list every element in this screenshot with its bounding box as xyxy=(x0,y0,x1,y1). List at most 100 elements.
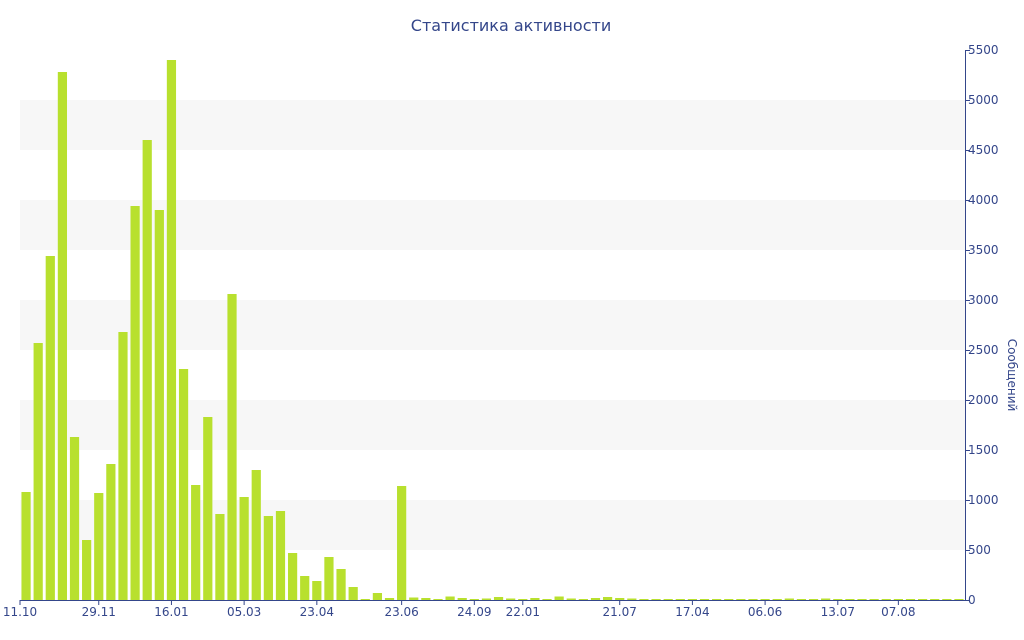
x-tick-label: 13.07 xyxy=(821,605,855,619)
bar xyxy=(69,437,80,600)
bar xyxy=(469,599,479,600)
bar xyxy=(178,369,189,600)
bar xyxy=(457,598,467,600)
bar xyxy=(833,599,843,600)
x-tick-label: 17.04 xyxy=(675,605,709,619)
x-tick-label: 24.09 xyxy=(457,605,491,619)
grid-bands xyxy=(20,100,965,550)
bar xyxy=(942,599,952,600)
bar xyxy=(94,493,104,600)
grid-band xyxy=(20,200,965,250)
bar xyxy=(663,599,673,600)
bar xyxy=(578,599,588,600)
bar xyxy=(421,598,431,600)
y-tick-label: 500 xyxy=(968,543,991,557)
bar xyxy=(57,72,68,600)
bars xyxy=(21,60,964,600)
bar xyxy=(300,576,310,600)
bar xyxy=(602,597,613,600)
bar xyxy=(263,516,273,600)
bar xyxy=(590,598,601,600)
x-tick-label: 29.11 xyxy=(82,605,116,619)
bar xyxy=(215,514,225,600)
bar xyxy=(566,598,576,600)
bar xyxy=(166,60,177,600)
bar xyxy=(748,599,758,600)
y-tick-label: 3000 xyxy=(968,293,999,307)
bar xyxy=(796,599,807,600)
bar xyxy=(312,581,322,600)
bar xyxy=(142,140,152,600)
x-tick-label: 23.06 xyxy=(384,605,418,619)
bar xyxy=(518,599,528,600)
x-tick-label: 07.08 xyxy=(881,605,915,619)
bar xyxy=(493,597,504,600)
y-tick-label: 2500 xyxy=(968,343,999,357)
y-tick-label: 1500 xyxy=(968,443,999,457)
bar xyxy=(699,599,710,600)
bar xyxy=(881,599,891,600)
chart-title: Статистика активности xyxy=(411,16,611,35)
bar xyxy=(251,470,261,600)
bar xyxy=(203,417,213,600)
y-tick-label: 5000 xyxy=(968,93,999,107)
bar xyxy=(433,599,443,600)
grid-band xyxy=(20,500,965,550)
y-axis-ticks: 0 500 1000 1500 2000 2500 3000 3500 4000 4500 5000… xyxy=(965,43,999,607)
bar xyxy=(397,486,407,600)
x-tick-label: 16.01 xyxy=(154,605,188,619)
bar xyxy=(372,593,383,600)
bar xyxy=(287,553,298,600)
bar xyxy=(348,587,358,600)
bar xyxy=(639,599,649,600)
bar xyxy=(784,598,794,600)
y-tick-label: 0 xyxy=(968,593,976,607)
bar xyxy=(687,599,698,600)
bar xyxy=(724,599,734,600)
y-tick-label: 3500 xyxy=(968,243,999,257)
bar xyxy=(930,599,940,600)
bar xyxy=(869,599,879,600)
x-tick-label: 22.01 xyxy=(506,605,540,619)
bar xyxy=(191,485,201,600)
bar xyxy=(530,598,540,600)
bar xyxy=(808,599,819,600)
bar xyxy=(615,598,625,600)
bar xyxy=(736,599,746,600)
x-tick-label: 23.04 xyxy=(300,605,334,619)
bar xyxy=(33,343,43,600)
bar xyxy=(21,492,31,600)
bar xyxy=(384,598,395,600)
bar xyxy=(954,599,964,600)
bar xyxy=(275,511,286,600)
bar xyxy=(82,540,92,600)
y-axis-label: Сообщений xyxy=(1005,339,1019,412)
y-tick-label: 2000 xyxy=(968,393,999,407)
bar xyxy=(627,598,637,600)
bar xyxy=(760,599,770,600)
bar xyxy=(409,597,419,600)
y-tick-label: 4000 xyxy=(968,193,999,207)
y-tick-label: 5500 xyxy=(968,43,999,57)
bar xyxy=(360,599,370,600)
bar xyxy=(845,599,855,600)
bar xyxy=(554,596,564,600)
x-tick-label: 05.03 xyxy=(227,605,261,619)
x-tick-label: 21.07 xyxy=(603,605,637,619)
grid-band xyxy=(20,400,965,450)
y-tick-label: 1000 xyxy=(968,493,999,507)
bar xyxy=(857,599,867,600)
bar xyxy=(542,599,552,600)
bar xyxy=(712,599,722,600)
bar xyxy=(917,599,928,600)
x-tick-label: 11.10 xyxy=(3,605,37,619)
bar xyxy=(506,598,516,600)
bar xyxy=(651,599,661,600)
bar xyxy=(227,294,237,600)
y-tick-label: 4500 xyxy=(968,143,999,157)
bar xyxy=(821,598,831,600)
grid-band xyxy=(20,100,965,150)
bar xyxy=(445,596,455,600)
x-axis-ticks: 11.10 29.11 16.01 05.03 23.04 23.06 24.09 22.01… xyxy=(3,600,916,619)
